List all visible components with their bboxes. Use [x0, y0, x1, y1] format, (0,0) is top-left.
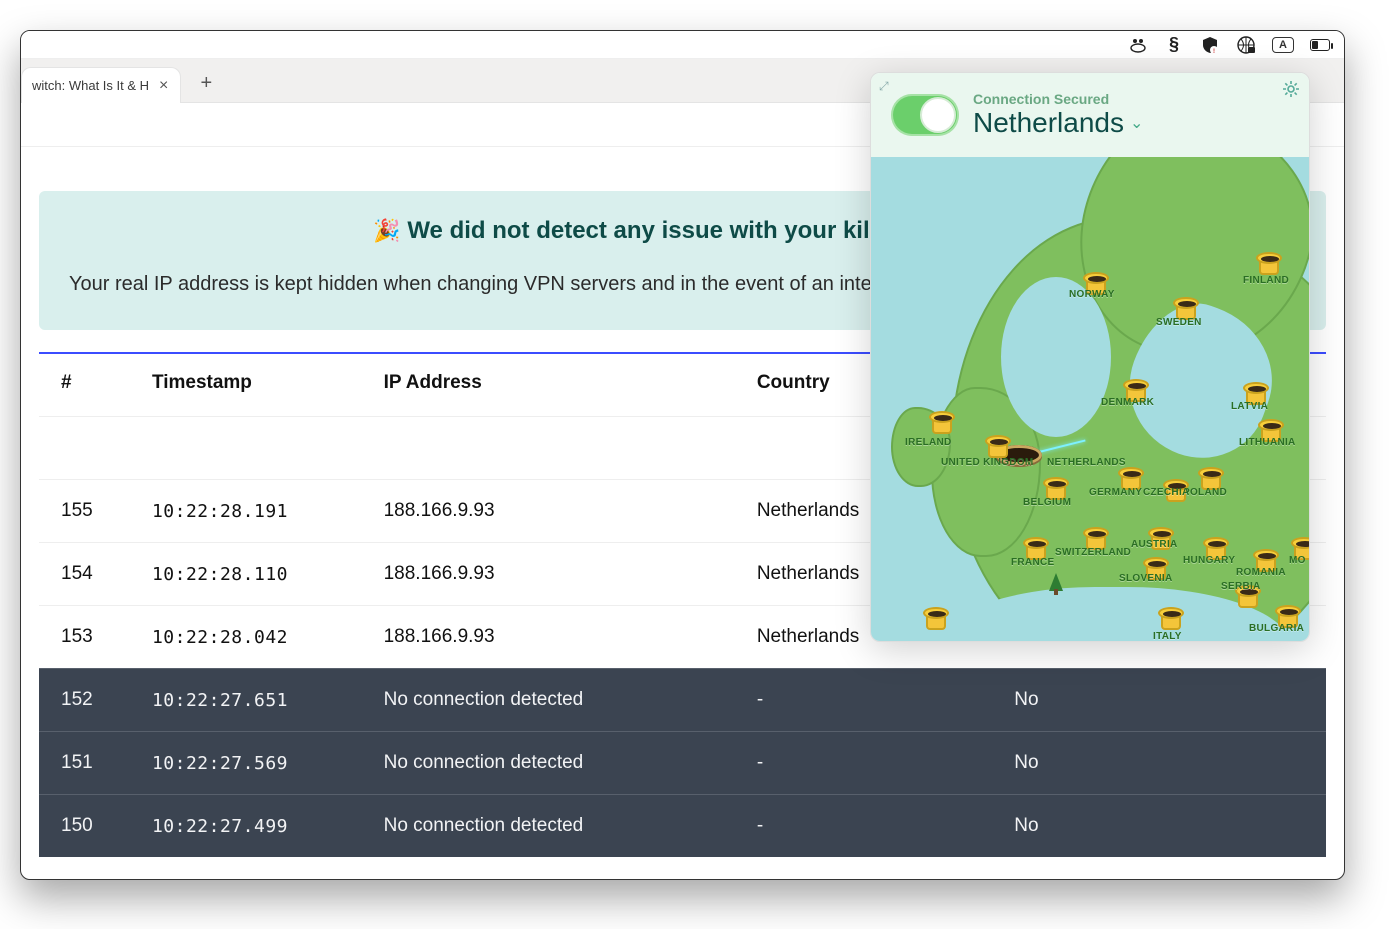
cell-timestamp: 10:22:27.569	[142, 732, 374, 795]
cell-index: 150	[39, 795, 142, 858]
cell-index: 154	[39, 543, 142, 606]
cell-index: 151	[39, 732, 142, 795]
tunnel-czechia[interactable]	[1161, 479, 1191, 507]
tunnel-germany[interactable]	[1116, 467, 1146, 495]
menubar-icon-1[interactable]	[1128, 36, 1148, 54]
tunnel-austria[interactable]	[1146, 527, 1176, 555]
cell-changed: No	[1004, 795, 1326, 858]
table-row: 15110:22:27.569No connection detected-No	[39, 732, 1326, 795]
tunnel-italy[interactable]	[1156, 607, 1186, 635]
cell-ip: 188.166.9.93	[374, 543, 747, 606]
tunnel-switzerland[interactable]	[1081, 527, 1111, 555]
vpn-country-selector[interactable]: Netherlands ⌄	[973, 107, 1143, 139]
cell-timestamp: 10:22:27.499	[142, 795, 374, 858]
water-northsea	[1001, 277, 1111, 437]
cell-ip: 188.166.9.93	[374, 480, 747, 543]
gear-icon[interactable]	[1283, 81, 1299, 102]
battery-icon[interactable]	[1310, 36, 1330, 54]
tunnel-romania[interactable]	[1251, 549, 1281, 577]
tab-title: witch: What Is It & H	[32, 78, 149, 93]
new-tab-button[interactable]: +	[191, 68, 221, 98]
cell-ip: 188.166.9.93	[374, 606, 747, 669]
table-row: 15210:22:27.651No connection detected-No	[39, 669, 1326, 732]
menubar-icon-2[interactable]: §	[1164, 36, 1184, 54]
tunnel-spain-hidden[interactable]	[921, 607, 951, 635]
tunnel-sweden[interactable]	[1171, 297, 1201, 325]
tunnel-serbia[interactable]	[1233, 585, 1263, 613]
cell-ip: No connection detected	[374, 732, 747, 795]
cell-timestamp: 10:22:27.651	[142, 669, 374, 732]
cell-changed: No	[1004, 732, 1326, 795]
tunnel-hungary[interactable]	[1201, 537, 1231, 565]
menubar: § ! A	[21, 31, 1344, 59]
col-ip: IP Address	[374, 354, 747, 417]
cell-country: -	[747, 669, 1004, 732]
globe-lock-icon[interactable]	[1236, 36, 1256, 54]
input-source-icon[interactable]: A	[1272, 37, 1294, 53]
col-index: #	[39, 354, 142, 417]
tunnel-finland[interactable]	[1254, 252, 1284, 280]
chevron-down-icon: ⌄	[1130, 113, 1143, 133]
tab-close-icon[interactable]: ×	[159, 77, 168, 95]
tunnel-france[interactable]	[1021, 537, 1051, 565]
vpn-header: ⤢ Connection Secured Netherlands ⌄	[871, 73, 1309, 157]
tunnel-united-kingdom[interactable]	[983, 435, 1013, 463]
cell-index: 155	[39, 480, 142, 543]
vpn-toggle[interactable]	[891, 94, 959, 136]
cell-timestamp: 10:22:28.042	[142, 606, 374, 669]
vpn-status-label: Connection Secured	[973, 91, 1143, 107]
tunnel-belgium[interactable]	[1041, 477, 1071, 505]
vpn-country-name: Netherlands	[973, 107, 1124, 139]
tunnel-slovenia[interactable]	[1141, 557, 1171, 585]
tunnel-latvia[interactable]	[1241, 382, 1271, 410]
svg-text:!: !	[1213, 49, 1215, 54]
tree-icon	[1049, 573, 1063, 591]
cell-index: 153	[39, 606, 142, 669]
cell-country: -	[747, 795, 1004, 858]
cell-ip: No connection detected	[374, 795, 747, 858]
table-row: 15010:22:27.499No connection detected-No	[39, 795, 1326, 858]
browser-tab-active[interactable]: witch: What Is It & H ×	[21, 67, 181, 103]
cell-country: -	[747, 732, 1004, 795]
tunnel-ireland[interactable]	[927, 411, 957, 439]
tunnel-norway[interactable]	[1081, 272, 1111, 300]
party-icon: 🎉	[373, 218, 400, 243]
expand-icon[interactable]: ⤢	[879, 79, 889, 94]
cell-changed: No	[1004, 669, 1326, 732]
tunnel-bulgaria[interactable]	[1273, 605, 1303, 633]
tunnel-mo[interactable]	[1289, 537, 1309, 565]
vpn-map[interactable]: NORWAYSWEDENFINLANDDENMARKLATVIALITHUANI…	[871, 157, 1309, 641]
vpn-status-block: Connection Secured Netherlands ⌄	[973, 91, 1143, 139]
cell-ip: No connection detected	[374, 669, 747, 732]
vpn-popup: ⤢ Connection Secured Netherlands ⌄	[870, 72, 1310, 642]
cell-index: 152	[39, 669, 142, 732]
cell-timestamp: 10:22:28.110	[142, 543, 374, 606]
tunnel-lithuania[interactable]	[1256, 419, 1286, 447]
tunnel-poland[interactable]	[1196, 467, 1226, 495]
shield-icon[interactable]: !	[1200, 36, 1220, 54]
cell-timestamp: 10:22:28.191	[142, 480, 374, 543]
tunnel-denmark[interactable]	[1121, 379, 1151, 407]
col-timestamp: Timestamp	[142, 354, 374, 417]
